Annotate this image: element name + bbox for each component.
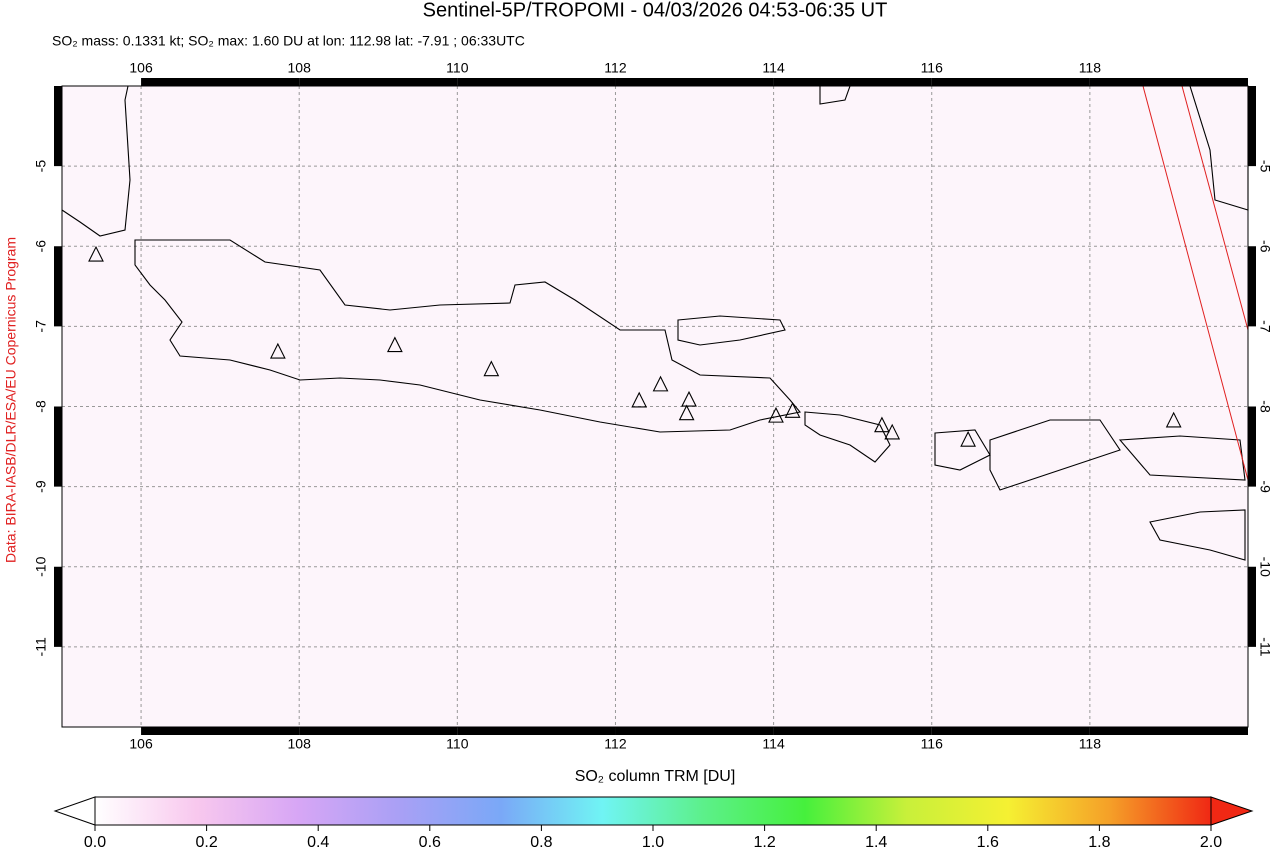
- frame-bar: [931, 727, 1090, 735]
- x-tick-label: 108: [288, 60, 312, 76]
- y-tick-label: -5: [1257, 160, 1272, 173]
- x-tick-label: 106: [129, 60, 153, 76]
- volcanoes: [88, 245, 1182, 447]
- frame-bar: [1248, 566, 1256, 647]
- x-tick-label: 116: [921, 60, 944, 76]
- x-tick-label: 106: [129, 736, 153, 752]
- colorbar-under: [53, 796, 96, 826]
- y-tick-label: -9: [33, 480, 49, 493]
- frame-bar: [457, 78, 616, 86]
- volcano: [678, 404, 695, 421]
- frame-bar: [457, 727, 616, 735]
- y-tick-label: -11: [1257, 637, 1272, 656]
- y-tick-label: -8: [1257, 400, 1272, 413]
- x-tick-label: 118: [1079, 60, 1102, 76]
- x-tick-label: 110: [446, 60, 469, 76]
- frame-bar: [773, 78, 932, 86]
- x-tick-label: 112: [604, 736, 627, 752]
- map-background: [62, 86, 1248, 727]
- volcano: [269, 342, 286, 359]
- frame-bar: [54, 566, 62, 647]
- volcano: [884, 423, 901, 440]
- x-tick-label: 118: [1079, 736, 1102, 752]
- colorbar-tick-label: 0.8: [530, 834, 552, 851]
- subtitle: SO₂ mass: 0.1331 kt; SO₂ max: 1.60 DU at…: [52, 33, 525, 49]
- colorbar-tick-label: 1.0: [642, 834, 664, 851]
- y-tick-label: -9: [1257, 480, 1272, 493]
- colorbar-tick-label: 1.6: [977, 834, 999, 851]
- volcano: [386, 336, 403, 353]
- sumba: [1149, 509, 1246, 561]
- frame-bar: [299, 78, 458, 86]
- frame-bar: [615, 78, 774, 86]
- frame-bar: [54, 86, 62, 167]
- y-tick-label: -10: [1257, 557, 1272, 577]
- frame-bar: [1248, 246, 1256, 327]
- colorbar-tick-label: 0.2: [195, 834, 217, 851]
- volcano: [874, 416, 890, 433]
- colorbar-tick-label: 0.0: [84, 834, 106, 851]
- y-tick-label: -6: [33, 240, 49, 253]
- frame-bar: [931, 78, 1090, 86]
- colorbar-tick-label: 2.0: [1200, 834, 1222, 851]
- frame-ticks: [54, 78, 1256, 735]
- y-tick-label: -11: [33, 637, 49, 656]
- frame-bar: [299, 727, 458, 735]
- sumatra: [61, 85, 131, 237]
- title: Sentinel-5P/TROPOMI - 04/03/2026 04:53-0…: [423, 0, 888, 21]
- frame-bar: [1248, 86, 1256, 167]
- frame-bar: [54, 406, 62, 487]
- frame-bar: [1089, 78, 1248, 86]
- volcano: [768, 406, 784, 423]
- volcano: [652, 375, 669, 392]
- volcano: [681, 390, 697, 407]
- coastlines: [61, 85, 1249, 561]
- colorbar-over: [1210, 796, 1254, 826]
- colorbar-tick-label: 1.4: [865, 834, 887, 851]
- y-tick-label: -10: [33, 556, 49, 576]
- frame-bar: [141, 78, 300, 86]
- credit: Data: BIRA-IASB/DLR/ESA/EU Copernicus Pr…: [3, 237, 19, 563]
- frame-bar: [54, 246, 62, 327]
- volcano: [1165, 411, 1182, 428]
- x-tick-label: 112: [604, 60, 627, 76]
- colorbar-label: SO₂ column TRM [DU]: [575, 768, 736, 785]
- volcano: [631, 391, 648, 408]
- volcano: [960, 430, 976, 447]
- volcano: [784, 402, 801, 418]
- swath-edge: [1142, 85, 1249, 481]
- frame-bar: [1089, 727, 1248, 735]
- volcano: [483, 360, 500, 377]
- lombok: [934, 429, 991, 471]
- colorbar-tick-label: 1.2: [753, 834, 775, 851]
- x-tick-label: 114: [762, 736, 785, 752]
- y-tick-label: -6: [1257, 240, 1272, 253]
- volcano: [88, 245, 104, 262]
- x-tick-label: 110: [446, 736, 469, 752]
- y-tick-label: -7: [1257, 320, 1272, 333]
- y-tick-label: -8: [33, 400, 49, 413]
- grid: [62, 86, 1248, 727]
- y-tick-label: -5: [33, 160, 49, 173]
- colorbar-ticks: 0.0 0.2 0.4 0.6 0.8 1.0 1.2 1.4 1.6 1.8 2.0: [84, 825, 1222, 851]
- colorbar-tick-label: 1.8: [1088, 834, 1110, 851]
- x-tick-label: 108: [288, 736, 312, 752]
- colorbar: [94, 796, 1212, 826]
- frame-bar: [141, 727, 300, 735]
- frame-bar: [615, 727, 774, 735]
- y-tick-label: -7: [33, 320, 49, 333]
- frame-bar: [1248, 406, 1256, 487]
- x-tick-label: 116: [921, 736, 944, 752]
- x-tick-label: 114: [762, 60, 785, 76]
- sumbawa: [989, 419, 1121, 491]
- madura: [677, 315, 786, 346]
- frame-bar: [773, 727, 932, 735]
- colorbar-tick-label: 0.4: [307, 834, 329, 851]
- colorbar-tick-label: 0.6: [419, 834, 441, 851]
- bali: [804, 411, 891, 463]
